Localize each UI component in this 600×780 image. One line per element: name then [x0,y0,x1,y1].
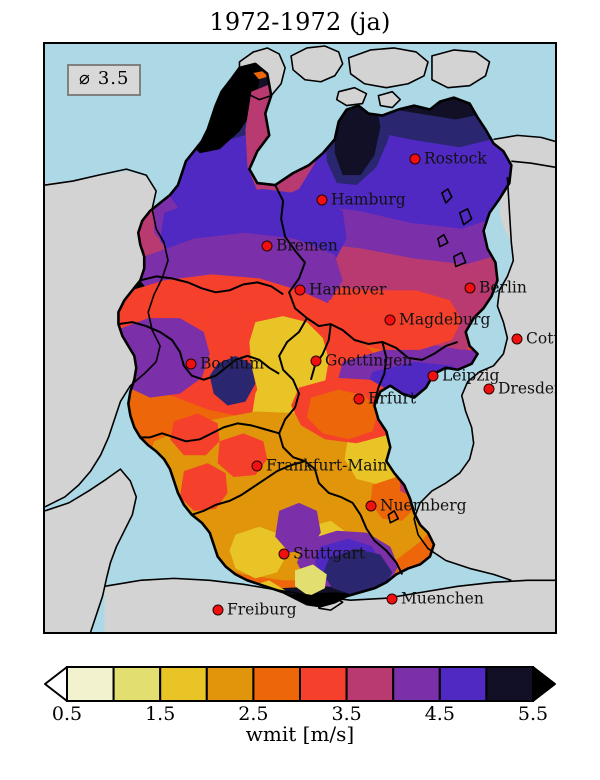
map-axes[interactable]: ⌀ 3.5 Rostock Hamburg Bremen Hannover Berlin M… [43,42,557,634]
colorbar-extend-low [44,666,68,702]
colorbar-band [66,666,115,702]
colorbar-tick: 4.5 [424,703,455,725]
city-dot-icon [409,153,421,165]
country-borders [45,45,555,632]
colorbar-axis-label: wmit [m/s] [245,722,355,746]
city-dot-icon [386,593,398,605]
colorbar-swatches [44,666,556,702]
colorbar-band [392,666,441,702]
colorbar-band [112,666,162,702]
city-label: Berlin [479,278,527,297]
diameter-mean-icon: ⌀ [79,68,91,89]
city-label: Magdeburg [399,310,491,329]
city-dot-icon [294,284,306,296]
mean-value-box: ⌀ 3.5 [67,64,142,96]
city-label: Bochum [200,354,265,373]
city-dot-icon [353,393,365,405]
colorbar-tick: 3.5 [331,703,362,725]
city-label: Rostock [424,149,487,168]
colorbar-extend-high [532,666,556,702]
city-dot-icon [365,500,377,512]
colorbar-band [485,666,534,702]
city-label: Erfurt [368,389,417,408]
city-dot-icon [384,314,396,326]
city-dot-icon [316,194,328,206]
city-label: Freiburg [227,600,297,619]
colorbar-band [252,666,301,702]
colorbar-tick: 0.5 [51,703,83,725]
colorbar-band [345,666,395,702]
colorbar-tick: 5.5 [517,703,549,725]
city-label: Frankfurt-Main [266,456,388,475]
colorbar-tick: 2.5 [238,703,269,725]
mean-value: 3.5 [97,68,130,89]
city-label: Leipzig [442,366,500,385]
city-dot-icon [261,240,273,252]
city-dot-icon [511,333,523,345]
city-label: Goettingen [325,351,413,370]
colorbar-band [438,666,488,702]
colorbar-tick: 1.5 [145,703,176,725]
city-label: Cottbus [526,329,555,348]
city-dot-icon [251,460,263,472]
city-label: Hannover [309,280,387,299]
city-label: Muenchen [401,589,484,608]
wind-speed-contour-map [45,44,555,632]
city-dot-icon [464,282,476,294]
city-dot-icon [212,604,224,616]
city-label: Dresden [498,379,555,398]
city-label: Nuernberg [380,496,467,515]
city-label: Hamburg [331,190,406,209]
colorbar[interactable]: 0.5 1.5 2.5 3.5 4.5 5.5 [43,665,557,725]
colorbar-band [205,666,255,702]
city-dot-icon [427,370,439,382]
city-dot-icon [310,355,322,367]
colorbar-band [299,666,348,702]
colorbar-band [159,666,208,702]
city-dot-icon [185,358,197,370]
city-label: Stuttgart [293,544,366,563]
city-dot-icon [278,548,290,560]
page-title: 1972-1972 (ja) [209,8,391,36]
city-dot-icon [483,383,495,395]
city-label: Bremen [276,236,338,255]
